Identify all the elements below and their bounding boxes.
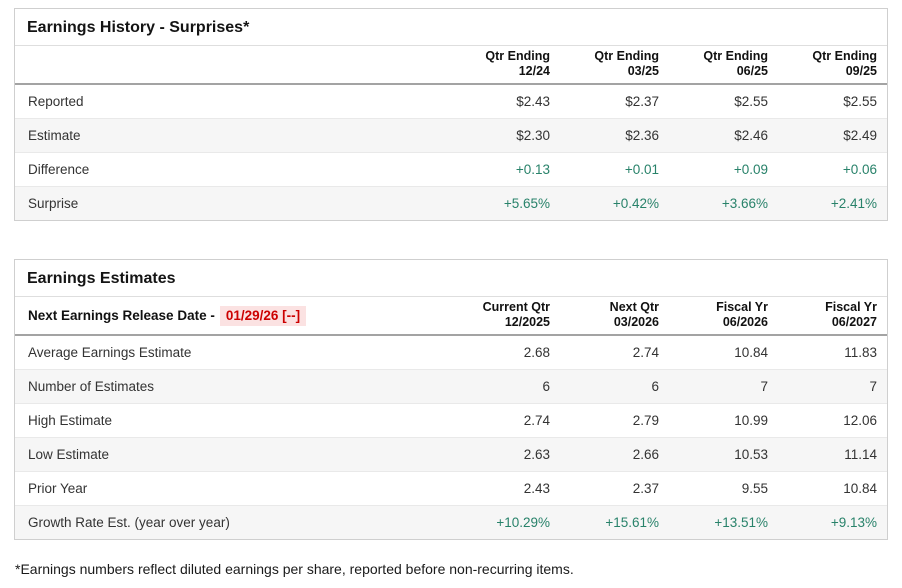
cell-value: $2.55 bbox=[669, 84, 778, 119]
panel-spacer bbox=[14, 221, 888, 259]
row-label: Difference bbox=[15, 152, 451, 187]
column-header-qtr-3: Qtr Ending 06/25 bbox=[669, 46, 778, 85]
column-header-period: 06/2027 bbox=[831, 315, 877, 329]
cell-value: 7 bbox=[778, 369, 887, 404]
cell-value: 10.84 bbox=[778, 471, 887, 506]
cell-value: 10.99 bbox=[669, 403, 778, 438]
table-row-high-estimate: High Estimate 2.74 2.79 10.99 12.06 bbox=[15, 403, 887, 438]
cell-value: 11.14 bbox=[778, 437, 887, 472]
row-label: Estimate bbox=[15, 118, 451, 153]
row-label: Number of Estimates bbox=[15, 369, 451, 404]
earnings-history-panel: Earnings History - Surprises* Qtr Ending… bbox=[14, 8, 888, 221]
cell-value: $2.30 bbox=[451, 118, 560, 153]
cell-value: 2.74 bbox=[560, 335, 669, 370]
earnings-estimates-title: Earnings Estimates bbox=[15, 260, 887, 297]
column-header-label: Qtr Ending bbox=[594, 49, 659, 63]
cell-value: 11.83 bbox=[778, 335, 887, 370]
column-header-period: 06/25 bbox=[736, 64, 768, 78]
cell-value: +3.66% bbox=[721, 195, 768, 211]
cell-value: 7 bbox=[669, 369, 778, 404]
cell-value: +0.09 bbox=[669, 152, 778, 187]
cell-value: 2.79 bbox=[560, 403, 669, 438]
earnings-history-table: Qtr Ending 12/24 Qtr Ending 03/25 Qtr En… bbox=[15, 46, 887, 220]
column-header-label: Qtr Ending bbox=[812, 49, 877, 63]
cell-value: 2.74 bbox=[451, 403, 560, 438]
cell-value: $2.49 bbox=[778, 118, 887, 153]
table-row-prior-year: Prior Year 2.43 2.37 9.55 10.84 bbox=[15, 471, 887, 506]
cell-value: +0.42% bbox=[612, 195, 659, 211]
header-row: Qtr Ending 12/24 Qtr Ending 03/25 Qtr En… bbox=[15, 46, 887, 85]
cell-value: +10.29% bbox=[496, 514, 550, 530]
column-header-qtr-4: Qtr Ending 09/25 bbox=[778, 46, 887, 85]
column-header-label: Next Qtr bbox=[609, 300, 659, 314]
row-label: Surprise bbox=[28, 195, 79, 211]
cell-value: 2.68 bbox=[451, 335, 560, 370]
next-earnings-release-cell: Next Earnings Release Date -01/29/26 [--… bbox=[15, 297, 451, 336]
cell-value: +15.61% bbox=[605, 514, 659, 530]
earnings-history-title: Earnings History - Surprises* bbox=[15, 9, 887, 46]
column-header-label: Current Qtr bbox=[482, 300, 550, 314]
cell-value: $2.55 bbox=[778, 84, 887, 119]
column-header-period: 12/2025 bbox=[504, 315, 550, 329]
table-row-surprise: Surprise +5.65% +0.42% +3.66% +2.41% bbox=[15, 186, 887, 220]
table-row-difference: Difference +0.13 +0.01 +0.09 +0.06 bbox=[15, 152, 887, 187]
next-earnings-release-date-label: Next Earnings Release Date - bbox=[28, 307, 215, 323]
row-label: Low Estimate bbox=[15, 437, 451, 472]
column-header-period: 03/25 bbox=[627, 64, 659, 78]
cell-value: +5.65% bbox=[503, 195, 550, 211]
row-label: High Estimate bbox=[15, 403, 451, 438]
cell-value: +0.06 bbox=[778, 152, 887, 187]
cell-value: 6 bbox=[451, 369, 560, 404]
column-header-qtr-2: Qtr Ending 03/25 bbox=[560, 46, 669, 85]
column-header-label: Qtr Ending bbox=[485, 49, 550, 63]
row-label: Growth Rate Est. (year over year) bbox=[28, 514, 230, 530]
table-row-average-estimate: Average Earnings Estimate 2.68 2.74 10.8… bbox=[15, 335, 887, 370]
cell-value: $2.37 bbox=[560, 84, 669, 119]
column-header-label: Fiscal Yr bbox=[716, 300, 768, 314]
column-header-next-qtr: Next Qtr 03/2026 bbox=[560, 297, 669, 336]
cell-value: 9.55 bbox=[669, 471, 778, 506]
table-row-low-estimate: Low Estimate 2.63 2.66 10.53 11.14 bbox=[15, 437, 887, 472]
cell-value: 12.06 bbox=[778, 403, 887, 438]
cell-value: $2.46 bbox=[669, 118, 778, 153]
column-header-fiscal-yr-2: Fiscal Yr 06/2027 bbox=[778, 297, 887, 336]
table-row-number-of-estimates: Number of Estimates 6 6 7 7 bbox=[15, 369, 887, 404]
column-header-current-qtr: Current Qtr 12/2025 bbox=[451, 297, 560, 336]
column-header-period: 12/24 bbox=[518, 64, 550, 78]
cell-value: 2.37 bbox=[560, 471, 669, 506]
row-label: Reported bbox=[15, 84, 451, 119]
cell-value: 6 bbox=[560, 369, 669, 404]
table-row-reported: Reported $2.43 $2.37 $2.55 $2.55 bbox=[15, 84, 887, 119]
cell-value: +9.13% bbox=[830, 514, 877, 530]
cell-value: $2.36 bbox=[560, 118, 669, 153]
column-header-fiscal-yr-1: Fiscal Yr 06/2026 bbox=[669, 297, 778, 336]
column-header-label: Qtr Ending bbox=[703, 49, 768, 63]
column-header-period: 06/2026 bbox=[722, 315, 768, 329]
earnings-estimates-panel: Earnings Estimates Next Earnings Release… bbox=[14, 259, 888, 540]
header-row: Next Earnings Release Date -01/29/26 [--… bbox=[15, 297, 887, 336]
cell-value: $2.43 bbox=[451, 84, 560, 119]
cell-value: +13.51% bbox=[714, 514, 768, 530]
column-header-period: 03/2026 bbox=[613, 315, 659, 329]
next-earnings-release-date-value[interactable]: 01/29/26 [--] bbox=[219, 305, 307, 326]
row-label: Prior Year bbox=[15, 471, 451, 506]
cell-value: 2.63 bbox=[451, 437, 560, 472]
cell-value: 2.66 bbox=[560, 437, 669, 472]
cell-value: 10.84 bbox=[669, 335, 778, 370]
cell-value: +2.41% bbox=[830, 195, 877, 211]
row-label: Average Earnings Estimate bbox=[15, 335, 451, 370]
footnote: *Earnings numbers reflect diluted earnin… bbox=[15, 561, 574, 577]
column-header-label: Fiscal Yr bbox=[825, 300, 877, 314]
cell-value: +0.01 bbox=[560, 152, 669, 187]
column-header-qtr-1: Qtr Ending 12/24 bbox=[451, 46, 560, 85]
empty-header-cell bbox=[15, 46, 451, 85]
cell-value: 2.43 bbox=[451, 471, 560, 506]
cell-value: +0.13 bbox=[451, 152, 560, 187]
table-row-growth-rate: Growth Rate Est. (year over year) +10.29… bbox=[15, 505, 887, 539]
earnings-estimates-table: Next Earnings Release Date -01/29/26 [--… bbox=[15, 297, 887, 539]
column-header-period: 09/25 bbox=[845, 64, 877, 78]
table-row-estimate: Estimate $2.30 $2.36 $2.46 $2.49 bbox=[15, 118, 887, 153]
cell-value: 10.53 bbox=[669, 437, 778, 472]
